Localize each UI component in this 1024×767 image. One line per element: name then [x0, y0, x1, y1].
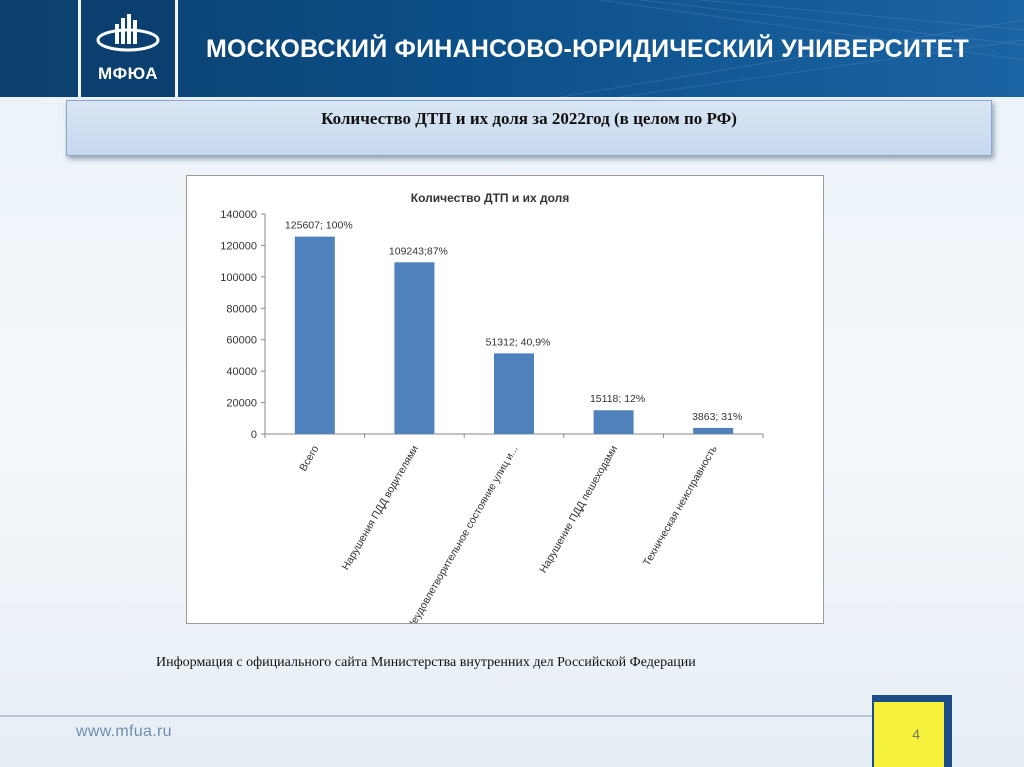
category-label: Техническая неисправность — [641, 443, 720, 568]
y-tick-label: 80000 — [226, 303, 257, 315]
bar — [294, 236, 335, 434]
category-label: Нарушение ПДД пешеходами — [537, 443, 620, 575]
slide-title: Количество ДТП и их доля за 2022год (в ц… — [321, 109, 737, 128]
website-link[interactable]: www.mfua.ru — [76, 723, 172, 740]
bar — [394, 262, 435, 434]
page-number: 4 — [912, 726, 920, 742]
data-label: 109243;87% — [389, 245, 448, 257]
bar — [593, 410, 634, 434]
chart-title: Количество ДТП и их доля — [411, 191, 569, 205]
bar-chart: Количество ДТП и их доля 0 20000 40000 6000… — [220, 191, 764, 632]
category-label: Всего — [297, 443, 321, 473]
source-note: Информация с официального сайта Министер… — [156, 655, 696, 670]
logo-text: МФЮА — [97, 64, 159, 83]
university-emblem-icon — [96, 14, 160, 52]
y-tick-label: 20000 — [226, 398, 257, 410]
y-axis: 0 20000 40000 60000 80000 100000 120000 140000 — [220, 209, 763, 441]
y-tick-label: 60000 — [226, 335, 257, 347]
university-name: МОСКОВСКИЙ ФИНАНСОВО-ЮРИДИЧЕСКИЙ УНИВЕРС… — [206, 35, 969, 63]
slide-title-box: Количество ДТП и их доля за 2022год (в ц… — [66, 100, 992, 156]
chart-frame: Количество ДТП и их доля 0 20000 40000 6000… — [186, 175, 824, 632]
header-decoration — [559, 0, 1024, 97]
category-labels: Всего Нарушения ПДД водителямиНеудовлетво… — [297, 443, 720, 632]
data-label: 51312; 40,9% — [486, 336, 551, 348]
header-bar: МФЮА МОСКОВСКИЙ ФИНАНСОВО-ЮРИДИЧЕСКИЙ УН… — [0, 0, 1024, 97]
data-label: 15118; 12% — [590, 393, 645, 405]
data-label: 125607; 100% — [285, 220, 353, 232]
bar — [693, 427, 734, 434]
y-tick-label: 0 — [251, 429, 257, 441]
category-label: Нарушения ПДД водителями — [340, 443, 421, 572]
y-tick-label: 120000 — [220, 240, 257, 252]
footer-divider — [0, 715, 872, 717]
y-tick-label: 40000 — [226, 366, 257, 378]
y-tick-label: 140000 — [220, 209, 257, 221]
y-tick-label: 100000 — [220, 272, 257, 284]
data-labels: 125607; 100% 109243;87% 51312; 40,9% 15118;… — [285, 220, 742, 423]
bar — [494, 353, 534, 434]
logo[interactable]: МФЮА — [78, 0, 178, 97]
page-number-box: 4 — [874, 702, 944, 767]
bars — [264, 236, 764, 438]
category-label: Неудовлетворительное состояние улиц и... — [405, 444, 521, 624]
data-label: 3863; 31% — [692, 411, 742, 423]
